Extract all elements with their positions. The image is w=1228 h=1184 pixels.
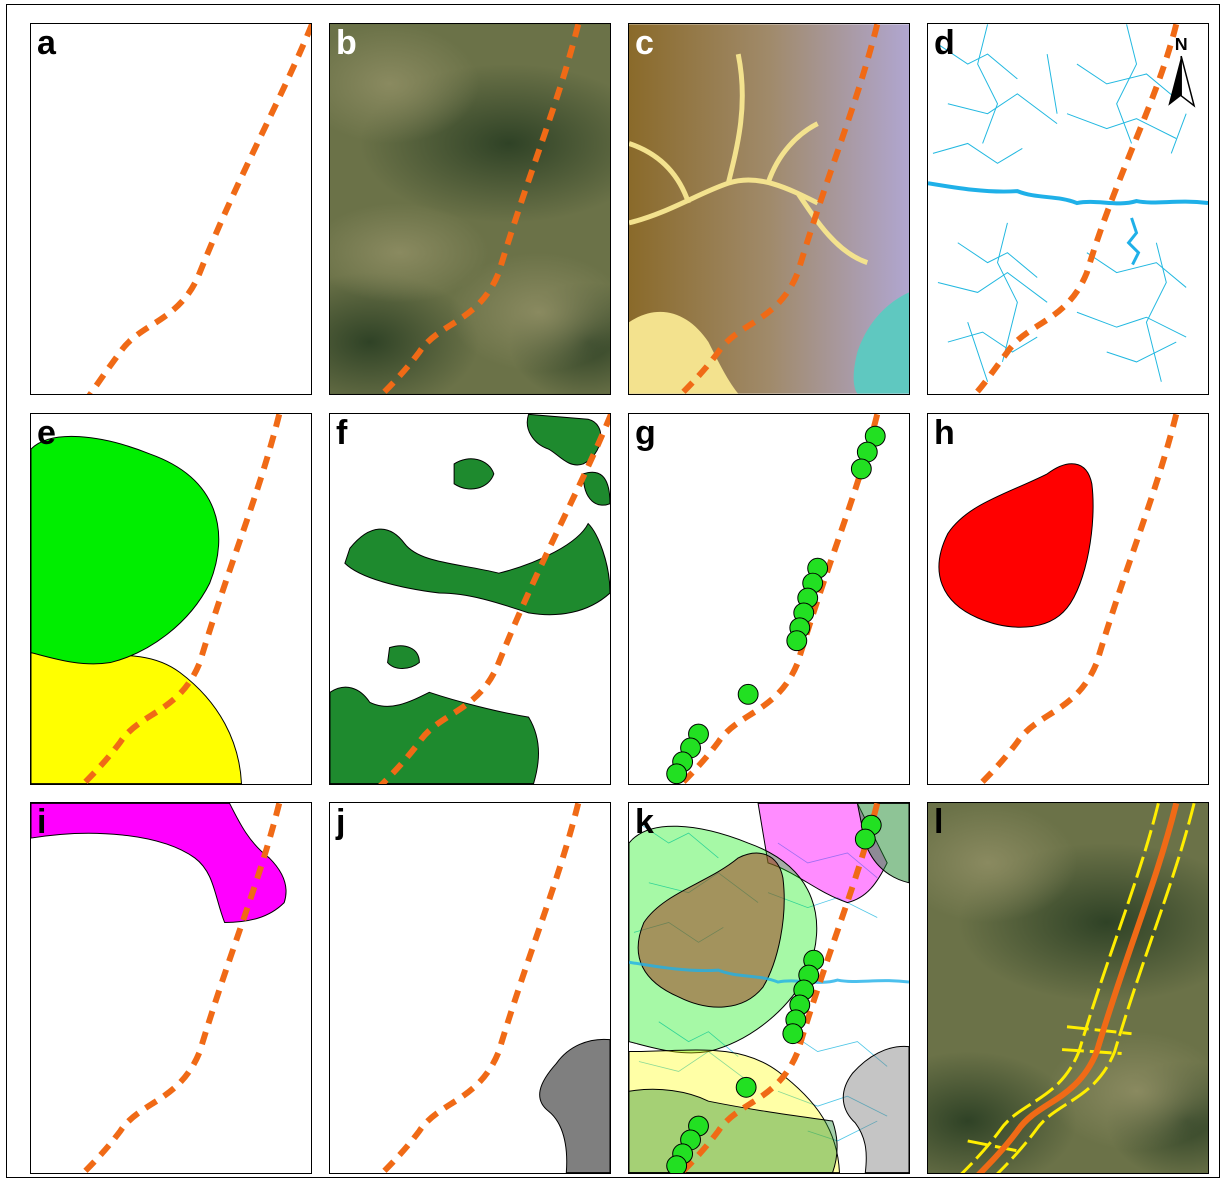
route-line — [378, 803, 582, 1173]
panel-e: e — [30, 413, 312, 785]
panel-c-elevation — [629, 24, 909, 394]
red-zone — [938, 463, 1094, 628]
panel-label: g — [635, 414, 656, 452]
vegetation-patches — [330, 414, 610, 784]
panel-i-map — [31, 803, 287, 1173]
point-markers — [666, 425, 886, 784]
panel-k-composite — [629, 803, 909, 1173]
figure-frame — [6, 4, 1220, 1178]
panel-f: f — [329, 413, 611, 785]
panel-k: k — [628, 802, 910, 1174]
panel-e-map — [31, 414, 283, 784]
panel-i: i — [30, 802, 312, 1174]
panel-d-hydrography: N — [928, 24, 1208, 394]
north-arrow: N — [1168, 34, 1196, 108]
panel-label: j — [336, 803, 346, 841]
north-arrow-letter: N — [1175, 34, 1188, 54]
route-line — [677, 414, 881, 784]
panel-a-map — [86, 24, 311, 394]
panel-b-satellite — [330, 24, 610, 394]
panel-j-map — [378, 803, 610, 1173]
panel-d: N d — [927, 23, 1209, 395]
panel-g: g — [628, 413, 910, 785]
panel-b: b — [329, 23, 611, 395]
magenta-zone — [31, 803, 287, 923]
panel-label: i — [37, 803, 47, 841]
route-line — [677, 24, 881, 394]
panel-h-map — [938, 414, 1180, 784]
panel-h: h — [927, 413, 1209, 785]
panel-label: f — [336, 414, 348, 452]
route-line — [677, 803, 881, 1173]
yellow-zone — [31, 652, 243, 784]
panel-label: d — [934, 24, 955, 62]
panel-label: e — [37, 414, 56, 452]
green-zone — [31, 435, 220, 665]
route-line — [79, 803, 283, 1173]
panel-label: a — [37, 24, 56, 62]
panel-label: b — [336, 24, 357, 62]
panel-c: c — [628, 23, 910, 395]
panel-label: c — [635, 24, 654, 62]
route-line — [976, 414, 1180, 784]
route-line — [976, 803, 1180, 1173]
panel-f-map — [330, 414, 610, 784]
route-line — [378, 24, 582, 394]
route-line — [79, 414, 283, 784]
panel-l-satellite — [928, 803, 1208, 1173]
panel-label: l — [934, 803, 944, 841]
panel-label: k — [635, 803, 654, 841]
gray-zone — [539, 1038, 610, 1173]
point-markers — [666, 814, 882, 1173]
corridor-lines — [960, 803, 1196, 1173]
panel-a: a — [30, 23, 312, 395]
panel-g-map — [666, 414, 886, 784]
route-line — [971, 24, 1180, 394]
panel-l: l — [927, 802, 1209, 1174]
route-line — [86, 24, 311, 394]
route-line — [378, 414, 610, 784]
panel-label: h — [934, 414, 955, 452]
panel-j: j — [329, 802, 611, 1174]
